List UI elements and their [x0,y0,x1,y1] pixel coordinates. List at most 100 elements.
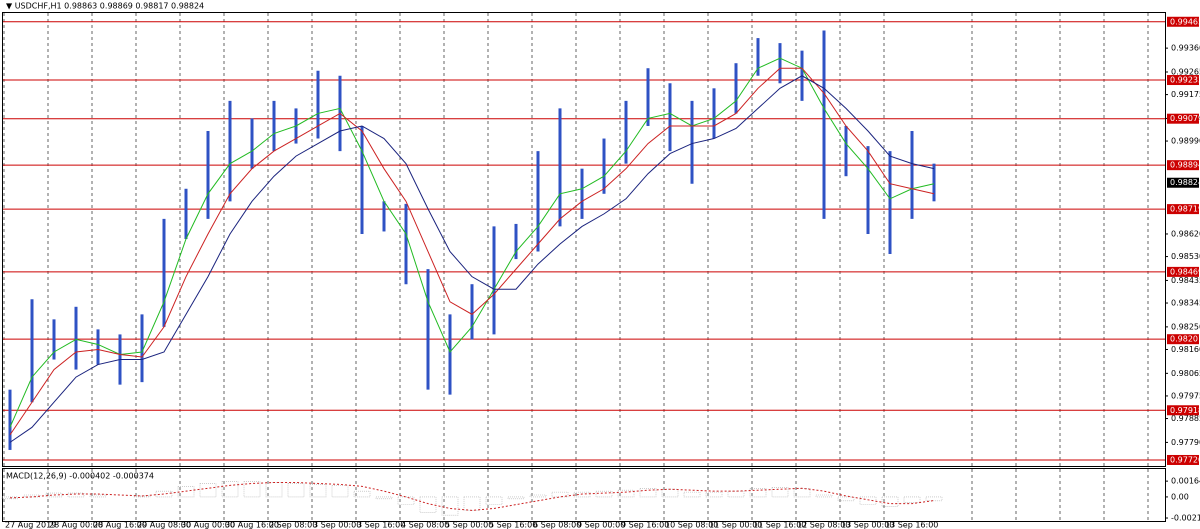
macd-bar [221,481,239,498]
macd-bar [89,494,107,498]
y-tick-label: 0.97975 [1171,391,1200,400]
x-tick-label: 29 Aug 08:00 [137,521,191,529]
y-tick-label: 0.99265 [1171,67,1200,76]
level-label-box [1167,454,1199,465]
current-price-label: 0.98824 [1170,178,1200,187]
x-tick-label: 30 Aug 00:00 [181,521,235,529]
macd-bar [331,485,349,498]
x-tick-label: 13 Sep 16:00 [885,521,938,529]
x-tick-label: 28 Aug 16:00 [93,521,147,529]
macd-y-tick-label: 0.00 [1171,492,1189,501]
macd-bar [771,487,789,498]
macd-bar [177,486,195,498]
y-tick-label: 0.98065 [1171,369,1200,378]
macd-y-tick-label: -0.002194 [1171,514,1200,523]
macd-bar [155,490,173,498]
macd-bar [617,489,635,498]
x-tick-label: 5 Sep 00:00 [445,521,493,529]
level-label: 0.98469 [1170,267,1200,276]
level-label-box [1167,266,1199,277]
level-label: 0.98894 [1170,161,1200,170]
macd-y-tick-label: 0.001642 [1171,477,1200,486]
macd-bar [903,496,921,503]
x-tick-label: 6 Sep 08:00 [533,521,581,529]
macd-bar [573,491,591,498]
macd-bar [815,494,833,498]
level-label: 0.97918 [1170,406,1200,415]
x-tick-label: 27 Aug 2019 [5,521,56,529]
x-tick-label: 13 Sep 00:00 [841,521,894,529]
moving-average [9,75,935,443]
level-label: 0.99079 [1170,114,1200,123]
x-tick-label: 4 Sep 08:00 [401,521,449,529]
x-tick-label: 2 Sep 08:00 [269,521,317,529]
macd-bar [45,492,63,498]
macd-bar [67,492,85,498]
level-label-box [1167,16,1199,27]
level-label: 0.98719 [1170,205,1200,214]
x-tick-label: 28 Aug 00:00 [49,521,103,529]
level-label-box [1167,334,1199,345]
x-tick-label: 3 Sep 16:00 [357,521,405,529]
macd-bar [529,494,547,498]
main-panel [2,12,1166,467]
macd-panel [2,468,1166,522]
x-tick-label: 3 Sep 00:00 [313,521,361,529]
level-label-box [1167,75,1199,86]
x-tick-label: 5 Sep 16:00 [489,521,537,529]
macd-bar [639,487,657,498]
macd-bar [507,496,525,500]
level-label-box [1167,160,1199,171]
level-label: 0.98201 [1170,335,1200,344]
macd-bar [353,490,371,498]
macd-bar [441,496,459,516]
macd-bar [925,496,943,502]
macd-bar [23,494,41,498]
macd-bar [727,490,745,498]
macd-bar [463,496,481,511]
moving-average [9,67,935,436]
x-tick-label: 9 Sep 16:00 [621,521,669,529]
level-label: 0.99233 [1170,76,1200,85]
macd-signal [9,482,935,511]
chart-title: ▼ USDCHF,H1 0.98863 0.98869 0.98817 0.98… [6,2,204,11]
macd-bar [1,496,19,500]
macd-bar [243,481,261,498]
level-label-box [1167,405,1199,416]
macd-bar [287,483,305,498]
macd-bar [881,496,899,507]
x-tick-label: 9 Sep 00:00 [577,521,625,529]
y-tick-label: 0.98345 [1171,299,1200,308]
macd-bar [551,491,569,498]
macd-bar [859,496,877,505]
moving-average [9,57,935,428]
y-tick-label: 0.99175 [1171,90,1200,99]
x-tick-label: 11 Sep 16:00 [753,521,806,529]
macd-bar [309,484,327,498]
level-label: 0.97720 [1170,455,1200,464]
macd-bar [595,490,613,498]
macd-bar [375,496,393,500]
macd-bar [837,496,855,502]
macd-bar [683,491,701,498]
macd-bar [749,487,767,498]
macd-bar [705,491,723,498]
x-tick-label: 11 Sep 00:00 [709,521,762,529]
y-tick-label: 0.98435 [1171,276,1200,285]
y-tick-label: 0.97885 [1171,414,1200,423]
level-label-box [1167,113,1199,124]
current-price-box [1167,177,1199,188]
x-tick-label: 10 Sep 08:00 [665,521,718,529]
macd-bar [199,483,217,498]
level-label: 0.99465 [1170,17,1200,26]
macd-bar [397,496,415,505]
x-tick-label: 12 Sep 08:00 [797,521,850,529]
